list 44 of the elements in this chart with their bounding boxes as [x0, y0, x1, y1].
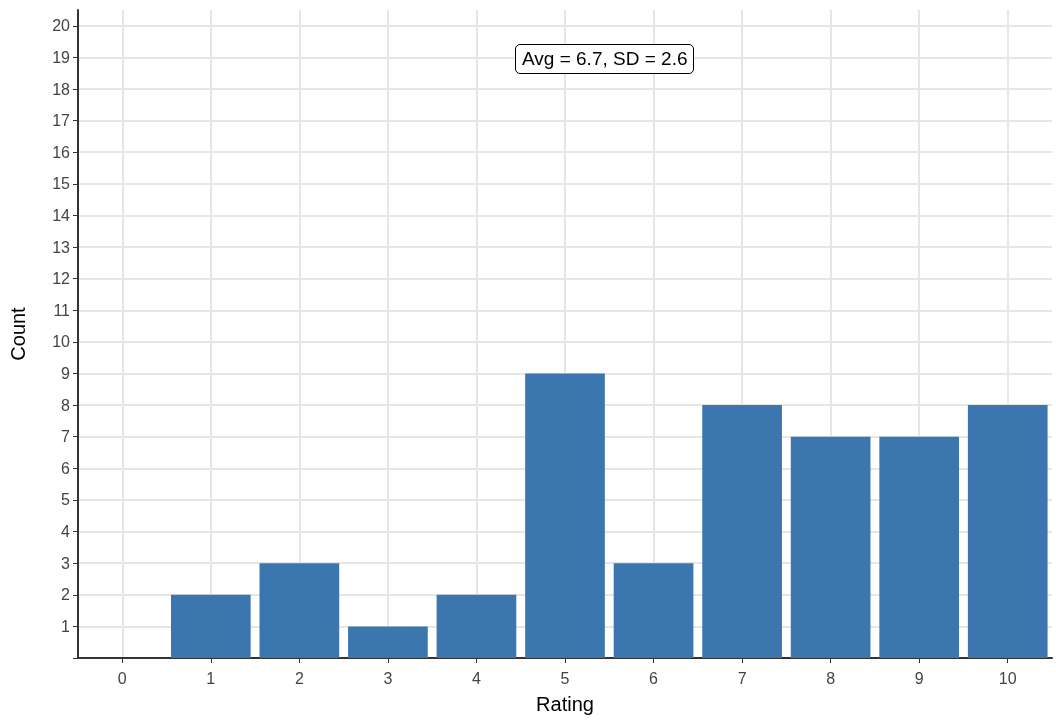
bar [702, 405, 782, 658]
x-tick-label: 10 [998, 669, 1017, 687]
bar [259, 563, 340, 658]
y-tick-label: 5 [61, 491, 71, 509]
y-tick-label: 4 [61, 523, 71, 541]
y-tick-label: 20 [52, 17, 71, 35]
x-axis-title: Rating [536, 693, 594, 715]
y-tick-label: 6 [61, 459, 71, 477]
y-tick-label: 17 [52, 112, 71, 130]
y-tick-label: 15 [52, 175, 71, 193]
y-tick-label: 2 [61, 586, 71, 604]
y-tick-label: 19 [52, 48, 71, 66]
y-tick-label: 9 [61, 365, 71, 383]
y-tick-label: 1 [61, 617, 71, 635]
x-tick-label: 4 [472, 669, 481, 687]
x-tick-label: 1 [206, 669, 216, 687]
bar [967, 405, 1048, 658]
bar [525, 373, 605, 658]
y-tick-label: 14 [52, 206, 71, 224]
y-tick-label: 16 [52, 143, 71, 161]
x-tick-label: 7 [737, 669, 747, 687]
x-tick-label: 5 [560, 669, 570, 687]
x-tick-label: 2 [294, 669, 304, 687]
y-axis-title: Count [7, 306, 29, 361]
bar [790, 436, 871, 658]
y-tick-label: 11 [53, 301, 71, 319]
x-tick-label: 0 [117, 669, 127, 687]
bar [613, 563, 694, 658]
annotation: Avg = 6.7, SD = 2.6 [515, 44, 695, 74]
bar [879, 436, 960, 658]
y-tick-label: 8 [61, 396, 71, 414]
bar [436, 594, 517, 658]
y-tick-label: 3 [61, 554, 71, 572]
x-tick-label: 6 [649, 669, 659, 687]
y-tick-label: 18 [52, 80, 71, 98]
bar [348, 626, 428, 658]
x-tick-label: 9 [914, 669, 924, 687]
y-tick-label: 12 [52, 270, 71, 288]
x-tick-label: 8 [826, 669, 836, 687]
bar [170, 594, 251, 658]
x-tick-label: 3 [383, 669, 393, 687]
y-tick-label: 10 [52, 333, 71, 351]
y-tick-label: 13 [52, 238, 71, 256]
y-tick-label: 7 [61, 428, 71, 446]
